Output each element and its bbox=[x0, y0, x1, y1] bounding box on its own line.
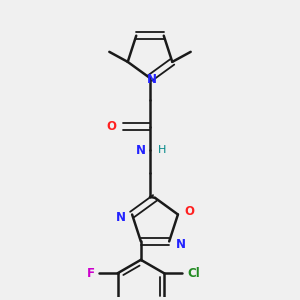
Text: H: H bbox=[158, 145, 166, 155]
Text: O: O bbox=[106, 120, 116, 133]
Text: N: N bbox=[147, 73, 157, 86]
Text: N: N bbox=[136, 143, 146, 157]
Text: N: N bbox=[176, 238, 186, 251]
Text: N: N bbox=[116, 211, 125, 224]
Text: F: F bbox=[87, 267, 95, 280]
Text: Cl: Cl bbox=[188, 267, 200, 280]
Text: O: O bbox=[184, 205, 195, 218]
